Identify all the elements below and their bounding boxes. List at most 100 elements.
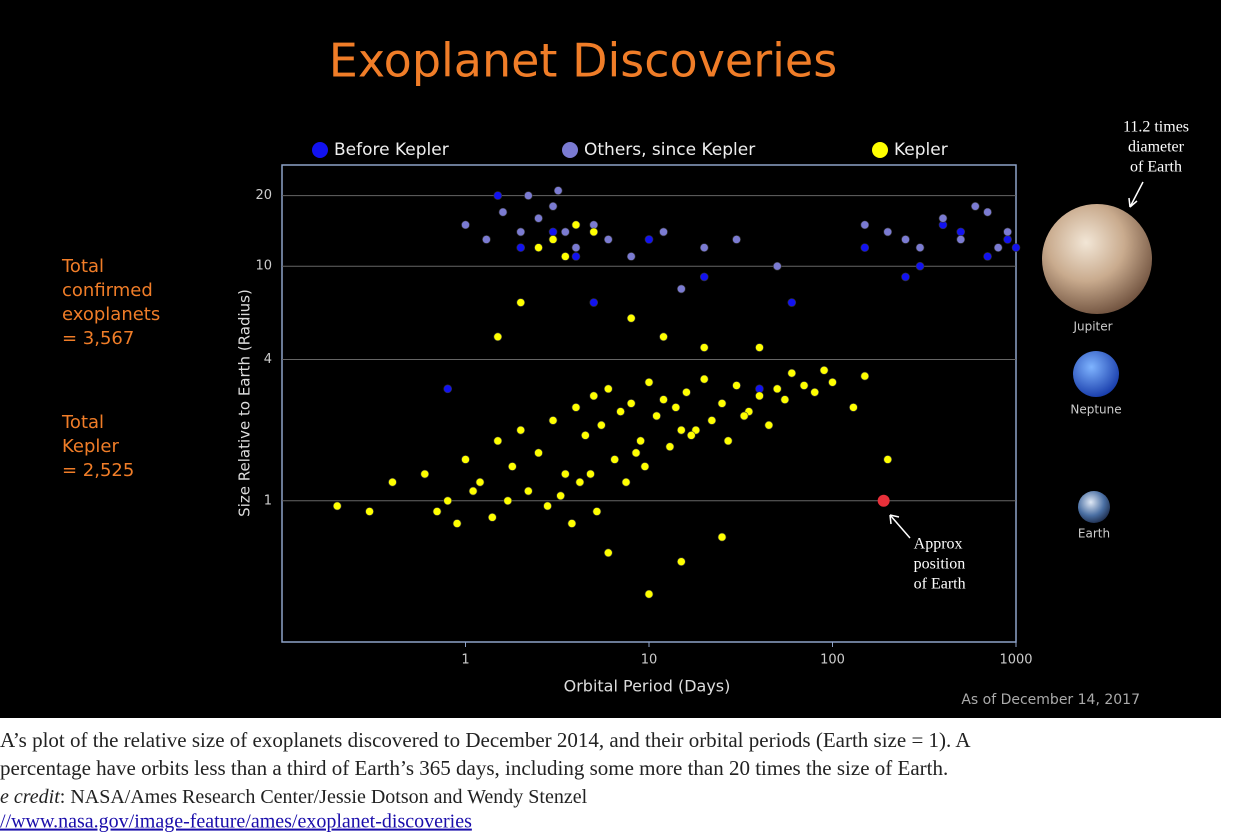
- point: [332, 501, 342, 511]
- legend-swatch: [312, 142, 328, 158]
- point: [860, 243, 870, 252]
- point: [468, 486, 478, 496]
- legend-label: Others, since Kepler: [584, 140, 755, 160]
- point: [571, 220, 581, 230]
- point: [699, 272, 709, 282]
- point: [883, 227, 893, 237]
- point: [452, 519, 462, 528]
- point: [493, 436, 503, 446]
- point: [626, 313, 636, 323]
- point: [665, 442, 675, 452]
- point: [493, 332, 503, 342]
- point: [626, 252, 636, 261]
- point: [799, 381, 809, 390]
- y-tick-label: 20: [255, 188, 272, 203]
- point: [516, 243, 526, 252]
- date-note: As of December 14, 2017: [961, 692, 1140, 708]
- point: [1003, 227, 1012, 237]
- point: [671, 403, 681, 412]
- legend-swatch: [562, 142, 578, 158]
- total-text: Total: [61, 256, 104, 277]
- arrow-head: [889, 514, 900, 525]
- point: [828, 377, 837, 387]
- total-text: confirmed: [62, 280, 153, 301]
- point: [677, 425, 686, 435]
- planet-note: diameter: [1128, 139, 1185, 156]
- point: [1003, 235, 1012, 244]
- y-axis-label: Size Relative to Earth (Radius): [236, 289, 254, 517]
- point: [567, 519, 577, 528]
- point: [915, 243, 925, 252]
- point: [1011, 243, 1021, 252]
- point: [571, 252, 581, 261]
- point: [571, 403, 581, 412]
- x-axis-label: Orbital Period (Days): [564, 677, 731, 696]
- point: [970, 202, 980, 211]
- neptune-image: [1073, 351, 1119, 397]
- point: [461, 220, 470, 230]
- point: [772, 261, 782, 271]
- point: [739, 411, 749, 421]
- point: [475, 477, 485, 487]
- point: [644, 589, 654, 599]
- planet-label: Jupiter: [1072, 320, 1112, 334]
- link-text[interactable]: //www.nasa.gov/image-feature/ames/exopla…: [0, 811, 472, 833]
- point: [901, 235, 910, 244]
- total-text: Kepler: [62, 436, 119, 457]
- point: [699, 243, 709, 252]
- point: [652, 411, 661, 421]
- point: [659, 332, 668, 342]
- point: [956, 227, 966, 237]
- point: [983, 207, 992, 217]
- point: [443, 384, 453, 394]
- link[interactable]: //www.nasa.gov/image-feature/ames/exopla…: [0, 811, 472, 833]
- total-text: = 2,525: [62, 460, 134, 481]
- point: [498, 207, 508, 217]
- point: [983, 252, 992, 261]
- point: [677, 284, 686, 294]
- annotation-text: position: [914, 555, 966, 572]
- point: [516, 227, 526, 237]
- point: [534, 448, 543, 458]
- point: [699, 374, 709, 384]
- point: [603, 235, 613, 244]
- point: [764, 420, 774, 430]
- point: [543, 501, 552, 511]
- point: [915, 261, 925, 271]
- point: [659, 227, 668, 237]
- point: [755, 391, 764, 401]
- credit-part: : NASA/Ames Research Center/Jessie Dotso…: [60, 786, 588, 808]
- point: [548, 235, 558, 244]
- point: [534, 214, 543, 223]
- credit-part: e credit: [0, 786, 60, 808]
- point: [603, 548, 613, 558]
- point: [561, 469, 570, 479]
- point: [561, 252, 570, 261]
- point: [732, 381, 741, 390]
- point: [993, 243, 1003, 252]
- point: [755, 343, 764, 352]
- point: [503, 496, 513, 506]
- point: [772, 384, 782, 394]
- total-text: exoplanets: [62, 304, 160, 325]
- point: [589, 227, 599, 237]
- point: [603, 384, 613, 394]
- point: [787, 298, 797, 307]
- point: [548, 227, 558, 237]
- annotation-text: Approx: [914, 535, 963, 552]
- earth-image: [1078, 491, 1110, 523]
- x-tick-label: 10: [641, 653, 658, 668]
- point: [589, 391, 599, 401]
- annotation-text: of Earth: [914, 575, 966, 592]
- point: [432, 507, 442, 516]
- total-text: = 3,567: [62, 328, 134, 349]
- point: [516, 298, 526, 307]
- earth-point: [877, 494, 890, 507]
- point: [616, 407, 625, 416]
- point: [524, 191, 533, 200]
- point: [493, 191, 503, 200]
- point: [707, 416, 717, 425]
- point: [677, 557, 686, 566]
